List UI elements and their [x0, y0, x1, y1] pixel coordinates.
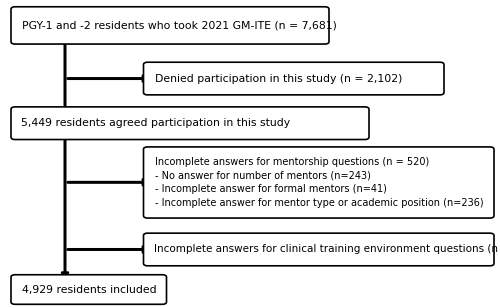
Text: 4,929 residents included: 4,929 residents included	[22, 285, 157, 294]
FancyBboxPatch shape	[11, 275, 166, 304]
Text: Incomplete answers for clinical training environment questions (n = 130): Incomplete answers for clinical training…	[154, 245, 500, 254]
Text: Denied participation in this study (n = 2,102): Denied participation in this study (n = …	[155, 74, 402, 83]
FancyBboxPatch shape	[144, 62, 444, 95]
Text: Incomplete answers for mentorship questions (n = 520)
- No answer for number of : Incomplete answers for mentorship questi…	[155, 157, 484, 208]
FancyBboxPatch shape	[11, 107, 369, 140]
Text: 5,449 residents agreed participation in this study: 5,449 residents agreed participation in …	[21, 118, 290, 128]
FancyBboxPatch shape	[11, 7, 329, 44]
FancyBboxPatch shape	[144, 147, 494, 218]
Text: PGY-1 and -2 residents who took 2021 GM-ITE (n = 7,681): PGY-1 and -2 residents who took 2021 GM-…	[22, 20, 338, 30]
FancyBboxPatch shape	[144, 233, 494, 266]
